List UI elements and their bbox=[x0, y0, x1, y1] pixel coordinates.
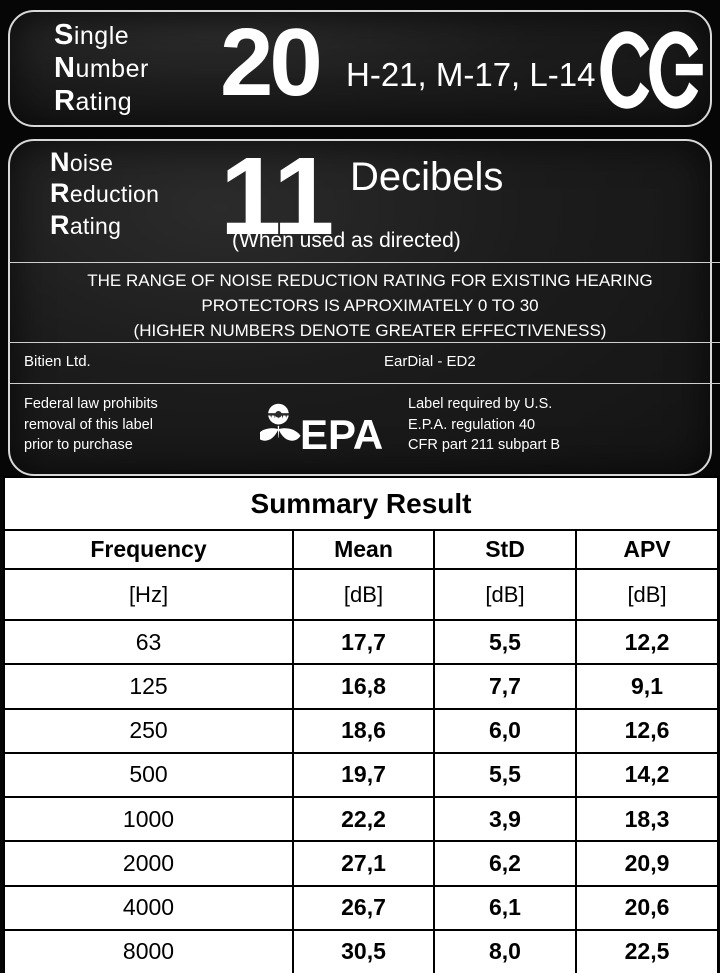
svg-text:EPA: EPA bbox=[300, 411, 383, 458]
